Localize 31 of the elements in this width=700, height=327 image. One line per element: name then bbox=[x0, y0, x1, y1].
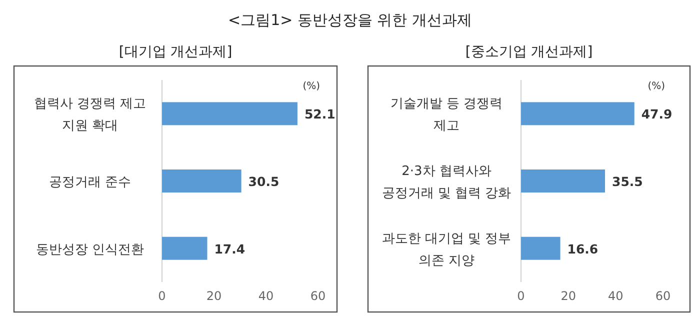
x-axis-title: (%) bbox=[302, 81, 320, 92]
y-tick-label: 과도한 대기업 및 정부 의존 지양 bbox=[382, 231, 512, 268]
chart-subtitle: [대기업 개선과제] bbox=[118, 44, 232, 60]
x-tick-label: 20 bbox=[560, 289, 576, 303]
x-axis-title: (%) bbox=[648, 81, 666, 92]
y-tick-label: 공정거래 준수 bbox=[48, 175, 132, 190]
y-tick-label: 기술개발 등 경쟁력 제고 bbox=[390, 96, 503, 134]
x-tick-label: 60 bbox=[310, 289, 326, 303]
data-label: 35.5 bbox=[612, 174, 643, 189]
data-label: 30.5 bbox=[248, 174, 280, 189]
data-label: 17.4 bbox=[214, 241, 246, 256]
x-tick-label: 40 bbox=[608, 289, 624, 303]
data-label: 47.9 bbox=[641, 106, 672, 122]
bar bbox=[521, 102, 634, 126]
chart-subtitle: [중소기업 개선과제] bbox=[465, 44, 593, 60]
y-tick-label: 2·3차 협력사와 공정거래 및 협력 강화 bbox=[382, 164, 512, 201]
x-tick-label: 0 bbox=[158, 289, 166, 303]
bar bbox=[521, 236, 560, 260]
bar bbox=[162, 102, 298, 126]
bar bbox=[521, 170, 606, 192]
data-label: 52.1 bbox=[304, 106, 336, 122]
y-tick-label: 협력사 경쟁력 제고 지원 확대 bbox=[34, 96, 146, 134]
data-label: 16.6 bbox=[567, 241, 598, 256]
x-tick-label: 60 bbox=[655, 289, 671, 303]
text: <그림1> 동반성장을 위한 개선과제 bbox=[228, 11, 472, 29]
x-tick-label: 40 bbox=[258, 289, 274, 303]
x-tick-label: 20 bbox=[206, 289, 222, 303]
bar bbox=[162, 170, 242, 192]
bar bbox=[162, 236, 208, 260]
x-tick-label: 0 bbox=[517, 289, 525, 303]
y-tick-label: 동반성장 인식전환 bbox=[36, 242, 144, 258]
